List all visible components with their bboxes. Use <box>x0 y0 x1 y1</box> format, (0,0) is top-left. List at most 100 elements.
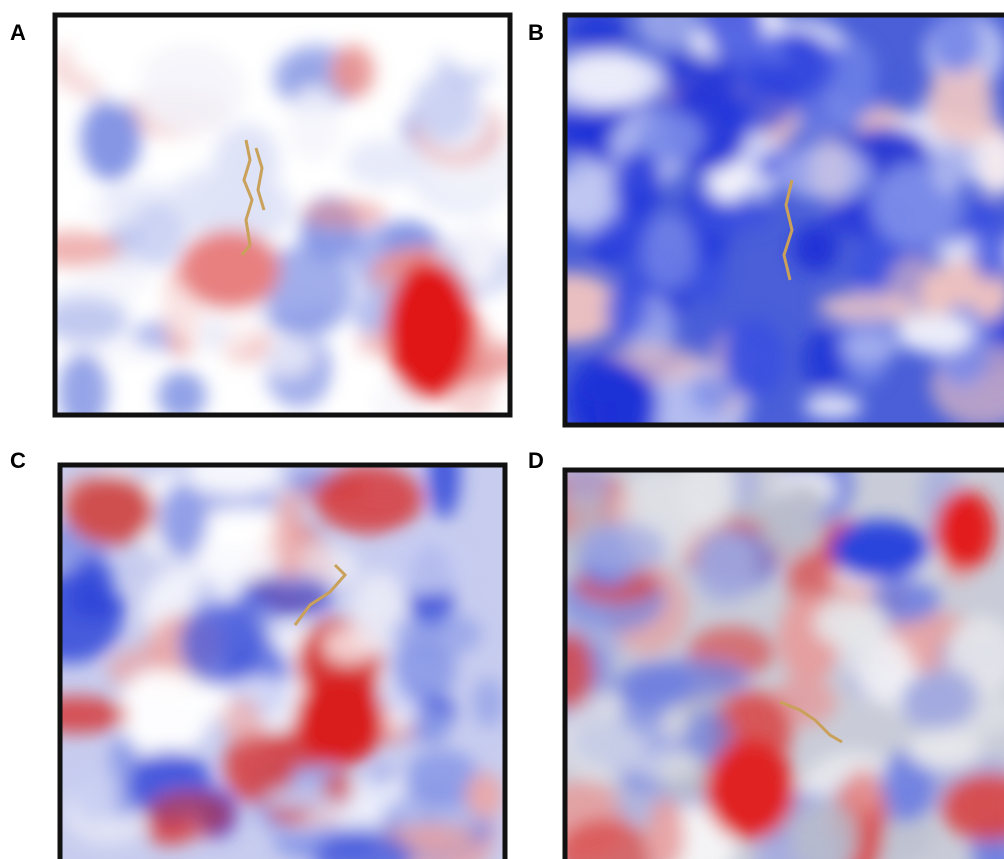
surface-blob <box>58 352 109 413</box>
frame <box>57 462 508 859</box>
surface-blob <box>615 663 695 711</box>
surface-blob <box>881 749 935 822</box>
surface-texture <box>62 467 503 859</box>
surface-blob <box>569 17 626 63</box>
surface-blob <box>301 199 386 229</box>
surface-blob <box>801 329 845 390</box>
surface-blob <box>567 495 613 521</box>
surface-blob <box>258 332 315 377</box>
surface-blob <box>900 673 964 730</box>
surface-blob <box>471 677 503 728</box>
surface-blob <box>647 797 685 859</box>
surface-blob <box>135 45 246 135</box>
surface-blob <box>117 668 211 756</box>
surface-blob <box>272 489 307 582</box>
surface-blob <box>787 549 835 611</box>
surface-blob <box>391 638 456 702</box>
surface-blob <box>776 483 827 526</box>
surface-blob <box>579 522 667 575</box>
surface-blob <box>632 746 699 781</box>
surface-blob <box>637 110 704 165</box>
surface-blob <box>844 767 882 812</box>
panel-label: A <box>10 20 26 45</box>
surface-blob <box>342 360 379 408</box>
surface-blob <box>178 601 265 687</box>
panel-label: B <box>528 20 544 45</box>
surface-blob <box>221 696 263 744</box>
surface-blob <box>614 149 663 218</box>
surface-blob <box>605 281 648 340</box>
surface-blob <box>965 134 1004 193</box>
surface-blob <box>180 230 280 310</box>
surface-blob <box>830 520 930 580</box>
ligand <box>240 139 254 256</box>
surface-blob <box>465 772 503 819</box>
surface-blob <box>322 770 354 804</box>
panel-frames <box>52 12 1004 859</box>
surface-a <box>57 17 508 413</box>
surface-blob <box>70 762 121 823</box>
surface-blob <box>332 44 375 99</box>
panel-label: D <box>528 448 544 473</box>
surface-blob <box>722 318 786 399</box>
surface-blob <box>287 85 340 162</box>
surface-blob <box>927 57 995 149</box>
panel-label: C <box>10 448 26 473</box>
surface-blob <box>80 97 141 181</box>
surface-blob <box>313 831 413 859</box>
frame <box>562 12 1004 428</box>
surface-blob <box>158 481 208 558</box>
surface-blob <box>188 467 280 496</box>
surface-blob <box>379 537 471 596</box>
surface-texture <box>567 17 1004 423</box>
surface-blob <box>886 255 944 331</box>
surface-blob <box>813 596 888 649</box>
surface-blob <box>70 20 150 80</box>
surface-blob <box>428 467 461 519</box>
surface-blob <box>345 139 418 187</box>
surface-blob <box>635 17 700 50</box>
surface-blob <box>838 335 901 361</box>
surface-blob <box>314 467 423 535</box>
surface-blob <box>931 136 967 194</box>
surface-blob <box>931 17 982 74</box>
surface-blob <box>295 675 385 765</box>
surface-blob <box>65 475 155 545</box>
surface-blob <box>692 529 758 604</box>
surface-blob <box>567 155 613 236</box>
surface-blob <box>57 299 128 344</box>
surface-blob <box>130 203 185 268</box>
surface-blob <box>459 221 500 286</box>
frame <box>562 467 1004 859</box>
surface-blob <box>411 71 479 143</box>
surface-blob <box>57 231 122 268</box>
surface-blob <box>907 729 983 770</box>
surface-blob <box>705 740 795 840</box>
ligand <box>293 563 348 626</box>
frame <box>52 12 513 418</box>
surface-blob <box>567 272 622 344</box>
surface-texture <box>567 472 1004 859</box>
surface-blob <box>67 593 127 619</box>
surface-blob <box>567 818 656 859</box>
surface-blob <box>440 17 508 70</box>
surface-d <box>567 472 1004 859</box>
surface-blob <box>896 314 973 354</box>
surface-blob <box>971 219 1004 281</box>
surface-blob <box>567 632 594 711</box>
surface-blob <box>157 370 207 413</box>
surface-blob <box>385 260 475 400</box>
surface-blob <box>169 167 279 233</box>
surface-blob <box>803 394 863 419</box>
surface-blob <box>145 790 235 839</box>
surface-blob <box>792 224 839 272</box>
ligand <box>254 147 266 211</box>
surface-blob <box>935 490 995 570</box>
surface-blob <box>868 578 940 623</box>
surface-blob <box>641 215 697 291</box>
surface-blob <box>224 728 295 804</box>
surface-blob <box>695 195 773 234</box>
ligand <box>782 179 794 281</box>
